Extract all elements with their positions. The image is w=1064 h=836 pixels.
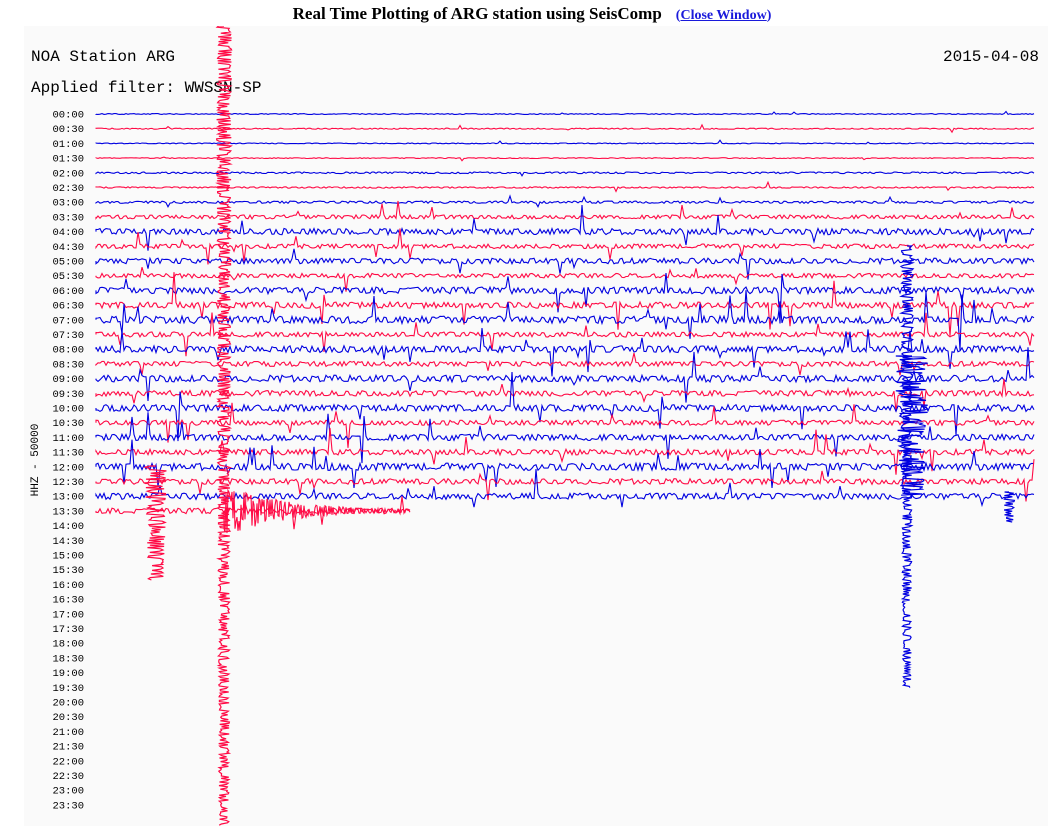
trace-0130 — [95, 156, 1035, 162]
close-paren-close: ) — [766, 8, 772, 23]
time-tick-label: 05:30 — [52, 271, 84, 283]
time-tick-label: 07:00 — [52, 315, 84, 327]
trace-1030 — [95, 402, 1035, 448]
trace-0230 — [95, 180, 1035, 193]
time-tick-label: 23:30 — [52, 800, 84, 812]
trace-group — [95, 110, 1035, 530]
time-tick-label: 18:30 — [52, 653, 84, 665]
time-tick-label: 10:30 — [52, 418, 84, 430]
time-tick-label: 04:00 — [52, 227, 84, 239]
event-regional-quake-coda — [895, 355, 929, 496]
time-tick-label: 09:30 — [52, 389, 84, 401]
event-large-quake-coda — [223, 488, 411, 534]
trace-0330 — [95, 200, 1035, 221]
time-tick-label: 14:30 — [52, 536, 84, 548]
trace-0700 — [95, 290, 1035, 351]
time-tick-label: 15:00 — [52, 551, 84, 563]
time-tick-label: 17:00 — [52, 609, 84, 621]
trace-1300 — [95, 468, 1035, 508]
trace-0300 — [95, 194, 1035, 208]
time-tick-label: 06:00 — [52, 286, 84, 298]
time-tick-label: 11:30 — [52, 448, 84, 460]
time-tick-label: 16:00 — [52, 580, 84, 592]
time-tick-label: 14:00 — [52, 521, 84, 533]
chart-date: 2015-04-08 — [943, 48, 1039, 66]
time-tick-label: 09:00 — [52, 374, 84, 386]
seismogram-plot-area: NOA Station ARG 2015-04-08 Applied filte… — [24, 26, 1048, 826]
trace-1100 — [95, 412, 1035, 464]
trace-1230 — [95, 459, 1035, 502]
event-group — [142, 26, 1016, 826]
time-tick-label: 13:00 — [52, 492, 84, 504]
time-tick-labels: 00:00 00:30 01:00 01:30 02:00 02:30 03:00 03:30… — [52, 110, 84, 813]
time-tick-label: 22:30 — [52, 771, 84, 783]
time-tick-label: 01:30 — [52, 154, 84, 166]
time-tick-label: 02:30 — [52, 183, 84, 195]
filter-label: Applied filter: WWSSN-SP — [31, 79, 261, 97]
time-tick-label: 15:30 — [52, 565, 84, 577]
time-tick-label: 20:00 — [52, 698, 84, 710]
trace-0900 — [95, 347, 1035, 403]
trace-0730 — [95, 312, 1035, 357]
time-tick-label: 22:00 — [52, 756, 84, 768]
time-tick-label: 08:30 — [52, 359, 84, 371]
time-tick-label: 10:00 — [52, 404, 84, 416]
time-tick-label: 00:30 — [52, 124, 84, 136]
trace-1130 — [95, 427, 1035, 475]
close-window-wrapper: (Close Window) — [676, 8, 772, 23]
trace-0600 — [95, 273, 1035, 324]
trace-0430 — [95, 228, 1035, 265]
event-pre-quake — [142, 465, 167, 581]
trace-0100 — [95, 139, 1035, 145]
event-large-quake — [215, 26, 233, 826]
time-tick-label: 00:00 — [52, 110, 84, 122]
time-tick-label: 03:00 — [52, 198, 84, 210]
time-tick-label: 11:00 — [52, 433, 84, 445]
close-paren-open: ( — [675, 8, 681, 23]
chart-title: NOA Station ARG — [31, 48, 175, 66]
event-late-spike — [1003, 491, 1016, 523]
trace-0200 — [95, 171, 1035, 177]
time-tick-label: 12:30 — [52, 477, 84, 489]
trace-0800 — [95, 327, 1035, 377]
trace-0500 — [95, 248, 1035, 280]
seismogram-chart: NOA Station ARG 2015-04-08 Applied filte… — [30, 26, 1039, 826]
page-title: Real Time Plotting of ARG station using … — [292, 4, 662, 23]
time-tick-label: 02:00 — [52, 168, 84, 180]
time-tick-label: 17:30 — [52, 624, 84, 636]
trace-1200 — [95, 439, 1035, 489]
page-header: Real Time Plotting of ARG station using … — [0, 4, 1064, 26]
time-tick-label: 21:00 — [52, 727, 84, 739]
time-tick-label: 19:00 — [52, 668, 84, 680]
trace-0000 — [95, 110, 1035, 116]
time-tick-label: 18:00 — [52, 639, 84, 651]
time-tick-label: 01:00 — [52, 139, 84, 151]
time-tick-label: 06:30 — [52, 301, 84, 313]
trace-0030 — [95, 123, 1035, 134]
trace-0630 — [95, 272, 1035, 336]
time-tick-label: 08:00 — [52, 345, 84, 357]
trace-0400 — [95, 204, 1035, 251]
time-tick-label: 20:30 — [52, 712, 84, 724]
trace-0830 — [95, 352, 1035, 376]
time-tick-label: 04:30 — [52, 242, 84, 254]
trace-0530 — [95, 267, 1035, 292]
trace-1000 — [95, 371, 1035, 442]
time-tick-label: 07:30 — [52, 330, 84, 342]
time-tick-label: 05:00 — [52, 257, 84, 269]
time-tick-label: 12:00 — [52, 462, 84, 474]
trace-0930 — [95, 378, 1035, 412]
y-axis-label: HHZ - 50000 — [30, 424, 42, 497]
close-window-link[interactable]: Close Window — [680, 8, 767, 23]
time-tick-label: 23:00 — [52, 786, 84, 798]
time-tick-label: 19:30 — [52, 683, 84, 695]
time-tick-label: 21:30 — [52, 742, 84, 754]
time-tick-label: 13:30 — [52, 506, 84, 518]
time-tick-label: 16:30 — [52, 595, 84, 607]
time-tick-label: 03:30 — [52, 212, 84, 224]
